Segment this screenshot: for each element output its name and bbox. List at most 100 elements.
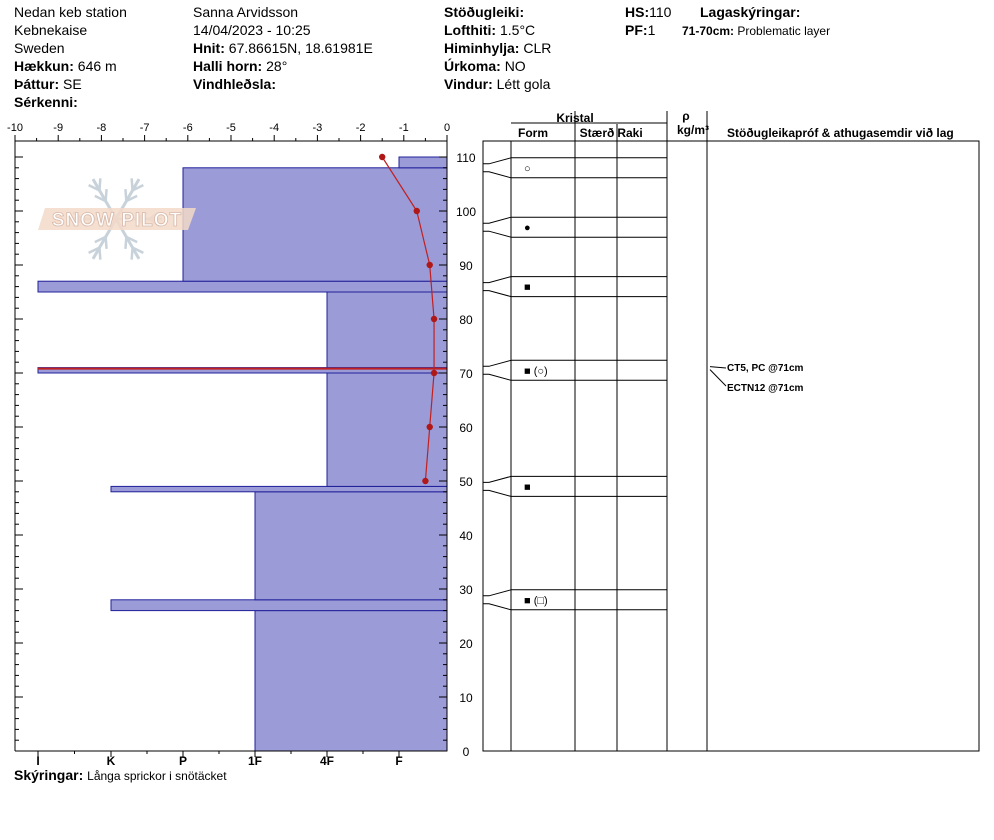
height-tick-label: 100 — [456, 205, 476, 219]
hs-value: 110 — [649, 4, 672, 20]
comments-label: Skýringar: — [14, 767, 84, 783]
hardness-layer-1 — [110, 599, 448, 612]
grain-form-4: ■ — [524, 481, 531, 493]
layer-connector — [483, 359, 512, 367]
location: Kebnekaise — [14, 22, 88, 38]
coords-row: Hnit: 67.86615N, 18.61981E — [193, 40, 373, 56]
temperature-point — [430, 315, 438, 323]
snowflake-branch — [98, 178, 102, 191]
features-label: Sérkenni: — [14, 94, 78, 110]
hardness-layer-3 — [110, 485, 448, 493]
snowflake-branch — [125, 194, 138, 203]
temperature-point — [430, 369, 438, 377]
logo-text: SNOW PILOT — [52, 210, 182, 231]
hardness-tick-label: F — [395, 754, 402, 768]
snowflake-branch — [130, 178, 134, 191]
sky-label: Himinhylja: — [444, 40, 520, 56]
snowflake-branch — [94, 194, 107, 203]
layer-connector — [483, 276, 512, 284]
wind-value: Létt gola — [496, 76, 551, 92]
snowflake-branch — [132, 246, 144, 254]
snowpilot-logo: SNOW PILOT — [38, 178, 196, 260]
layer-connector — [483, 171, 512, 179]
form-header: Form — [518, 126, 548, 140]
sky-row: Himinhylja: CLR — [444, 40, 551, 56]
country: Sweden — [14, 40, 65, 56]
slope-row: Halli horn: 28° — [193, 58, 287, 74]
test-pointer — [709, 369, 727, 387]
layer-note-range: 71-70cm: — [682, 24, 735, 38]
right-panel-frame — [482, 140, 980, 752]
wind-row: Vindur: Létt gola — [444, 76, 550, 92]
hardness-tick-label: 1F — [248, 754, 262, 768]
snowflake-branch — [98, 247, 102, 260]
datetime: 14/04/2023 - 10:25 — [193, 22, 311, 38]
test-pointer — [709, 366, 727, 369]
temp-tick-label: -8 — [97, 122, 107, 134]
wind-label: Vindur: — [444, 76, 493, 92]
layer-connector — [483, 157, 512, 165]
precip-label: Úrkoma: — [444, 58, 501, 74]
temperature-point — [426, 261, 433, 269]
temp-tick-label: -6 — [183, 122, 193, 134]
comments-value: Långa sprickor i snötäcket — [87, 769, 227, 783]
snowflake-branch — [104, 236, 108, 249]
height-tick-label: 110 — [456, 151, 475, 165]
height-tick-label: 0 — [463, 745, 470, 759]
temp-tick-label: -2 — [356, 122, 366, 134]
temp-tick-label: -1 — [399, 122, 409, 134]
layer-notes-label: Lagaskýringar: — [700, 4, 801, 20]
snowflake-branch — [124, 189, 128, 202]
snowflake-branch — [130, 247, 134, 260]
slope-label: Halli horn: — [193, 58, 263, 74]
grain-form-5: ■ (□) — [524, 595, 548, 607]
layer-connector — [483, 603, 512, 611]
site-name: Nedan keb station — [14, 4, 127, 20]
sky-value: CLR — [523, 40, 552, 56]
stability-row: Stöðugleiki: — [444, 4, 524, 20]
snowflake-branch — [88, 246, 100, 254]
height-tick-label: 80 — [459, 313, 473, 327]
tests-header: Stöðugleikapróf & athugasemdir við lag — [727, 126, 954, 140]
precip-row: Úrkoma: NO — [444, 58, 526, 74]
hardness-tick-label: I — [36, 754, 39, 768]
snowflake-branch — [125, 235, 138, 244]
grain-form-0: ○ — [524, 163, 531, 175]
snowflake-branch — [88, 184, 100, 192]
layer-note: 71-70cm: Problematic layer — [682, 23, 830, 39]
layer-connector — [483, 589, 512, 597]
coords-value: 67.86615N, 18.61981E — [228, 40, 373, 56]
hs-label: HS: — [625, 4, 650, 20]
comments-row: Skýringar: Långa sprickor i snötäcket — [14, 767, 227, 784]
coords-label: Hnit: — [193, 40, 225, 56]
height-tick-label: 50 — [459, 475, 473, 489]
layer-connector — [483, 475, 512, 483]
hardness-layer-2 — [254, 491, 448, 601]
hardness-layer-7 — [37, 280, 448, 293]
elevation-label: Hækkun: — [14, 58, 74, 74]
density-rho-header: ρ — [682, 109, 689, 123]
aspect-value: SE — [63, 76, 82, 92]
air-temp-label: Lofthiti: — [444, 22, 497, 38]
snowflake-branch — [124, 236, 128, 249]
air-temp-value: 1.5°C — [499, 22, 536, 38]
temp-tick-label: -7 — [140, 122, 150, 134]
slope-value: 28° — [266, 58, 288, 74]
stability-label: Stöðugleiki: — [444, 4, 525, 20]
temp-tick-label: -5 — [226, 122, 236, 134]
stability-test-0: CT5, PC @71cm — [727, 363, 804, 374]
hardness-layer-9 — [398, 156, 448, 169]
temp-tick-label: -10 — [7, 122, 23, 134]
density-unit-header: kg/m³ — [677, 123, 709, 137]
size-header: Stærð — [580, 126, 615, 140]
temperature-point — [426, 423, 433, 431]
elevation-row: Hækkun: 646 m — [14, 58, 117, 74]
logo-banner — [38, 208, 196, 230]
hardness-layer-8 — [182, 167, 448, 282]
wind-loading-row: Vindhleðsla: — [193, 76, 276, 92]
height-tick-label: 20 — [459, 637, 473, 651]
layer-connector — [483, 290, 512, 298]
layer-note-text: Problematic layer — [737, 24, 831, 38]
snowflake-branch — [132, 184, 144, 192]
